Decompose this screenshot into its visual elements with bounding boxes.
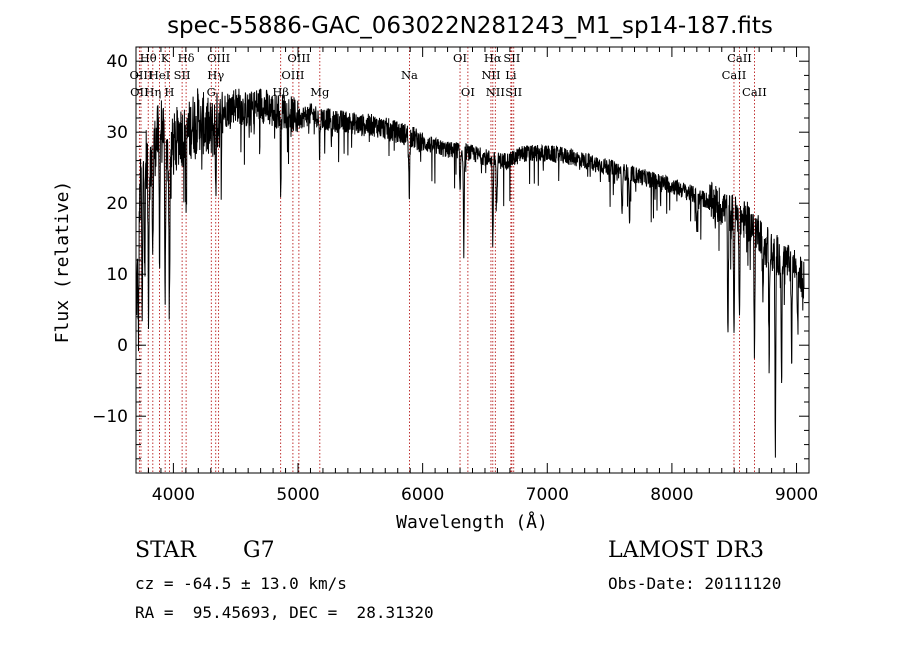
survey-name: LAMOST DR3 [608, 538, 764, 563]
x-tick-label: 7000 [526, 485, 569, 505]
spectrum-line [135, 88, 805, 458]
spectral-line-labels: OIIHθOIIIHηHeIKHSIIHδGHγOIIIHβOIIIOIIIMg… [129, 51, 766, 99]
x-tick-labels: 4000 5000 6000 7000 8000 9000 [152, 485, 818, 505]
line-label-17: OI [453, 51, 467, 65]
line-label-1: Hθ [140, 51, 157, 65]
redshift-value: cz = -64.5 ± 13.0 km/s [135, 574, 347, 593]
line-label-14: OIII [287, 51, 310, 65]
y-tick-label: 40 [106, 52, 128, 72]
spectral-class: STAR [135, 538, 196, 563]
line-label-11: OIII [207, 51, 230, 65]
y-tick-label: −10 [92, 407, 128, 427]
line-label-27: CaII [742, 85, 767, 99]
line-label-26: CaII [727, 51, 752, 65]
line-label-16: Na [401, 68, 418, 82]
x-tick-label: 6000 [401, 485, 444, 505]
line-label-7: SII [174, 68, 191, 82]
line-label-21: NII [486, 85, 505, 99]
line-label-23: SII [503, 51, 520, 65]
line-label-8: Hδ [178, 51, 195, 65]
line-label-0: OII [130, 85, 149, 99]
y-tick-labels: −10 0 10 20 30 40 [92, 52, 128, 427]
x-tick-label: 9000 [775, 485, 818, 505]
sky-coordinates: RA = 95.45693, DEC = 28.31320 [135, 603, 434, 622]
line-label-10: Hγ [207, 68, 224, 82]
line-label-18: OI [461, 85, 475, 99]
x-tick-label: 5000 [276, 485, 319, 505]
chart-title: spec-55886-GAC_063022N281243_M1_sp14-187… [167, 13, 773, 39]
line-label-22: Li [505, 68, 517, 82]
line-label-6: H [164, 85, 174, 99]
y-axis-label: Flux (relative) [52, 181, 73, 344]
x-tick-label: 4000 [152, 485, 195, 505]
line-label-4: HeI [149, 68, 170, 82]
line-label-3: Hη [144, 85, 161, 99]
x-axis-label: Wavelength (Å) [396, 511, 548, 533]
observation-date: Obs-Date: 20111120 [608, 574, 782, 593]
y-tick-label: 10 [106, 265, 128, 285]
y-tick-label: 30 [106, 123, 128, 143]
x-tick-label: 8000 [650, 485, 693, 505]
line-label-15: Mg [310, 85, 330, 99]
y-tick-label: 20 [106, 194, 128, 214]
line-label-24: SII [505, 85, 522, 99]
line-label-13: OIII [281, 68, 304, 82]
spectral-subclass: G7 [243, 538, 275, 563]
y-tick-label: 0 [117, 336, 128, 356]
line-label-19: NII [481, 68, 500, 82]
line-label-5: K [161, 51, 170, 65]
line-label-20: Hα [484, 51, 502, 65]
line-label-9: G [207, 85, 216, 99]
axis-ticks [135, 46, 810, 474]
line-label-25: CaII [722, 68, 747, 82]
